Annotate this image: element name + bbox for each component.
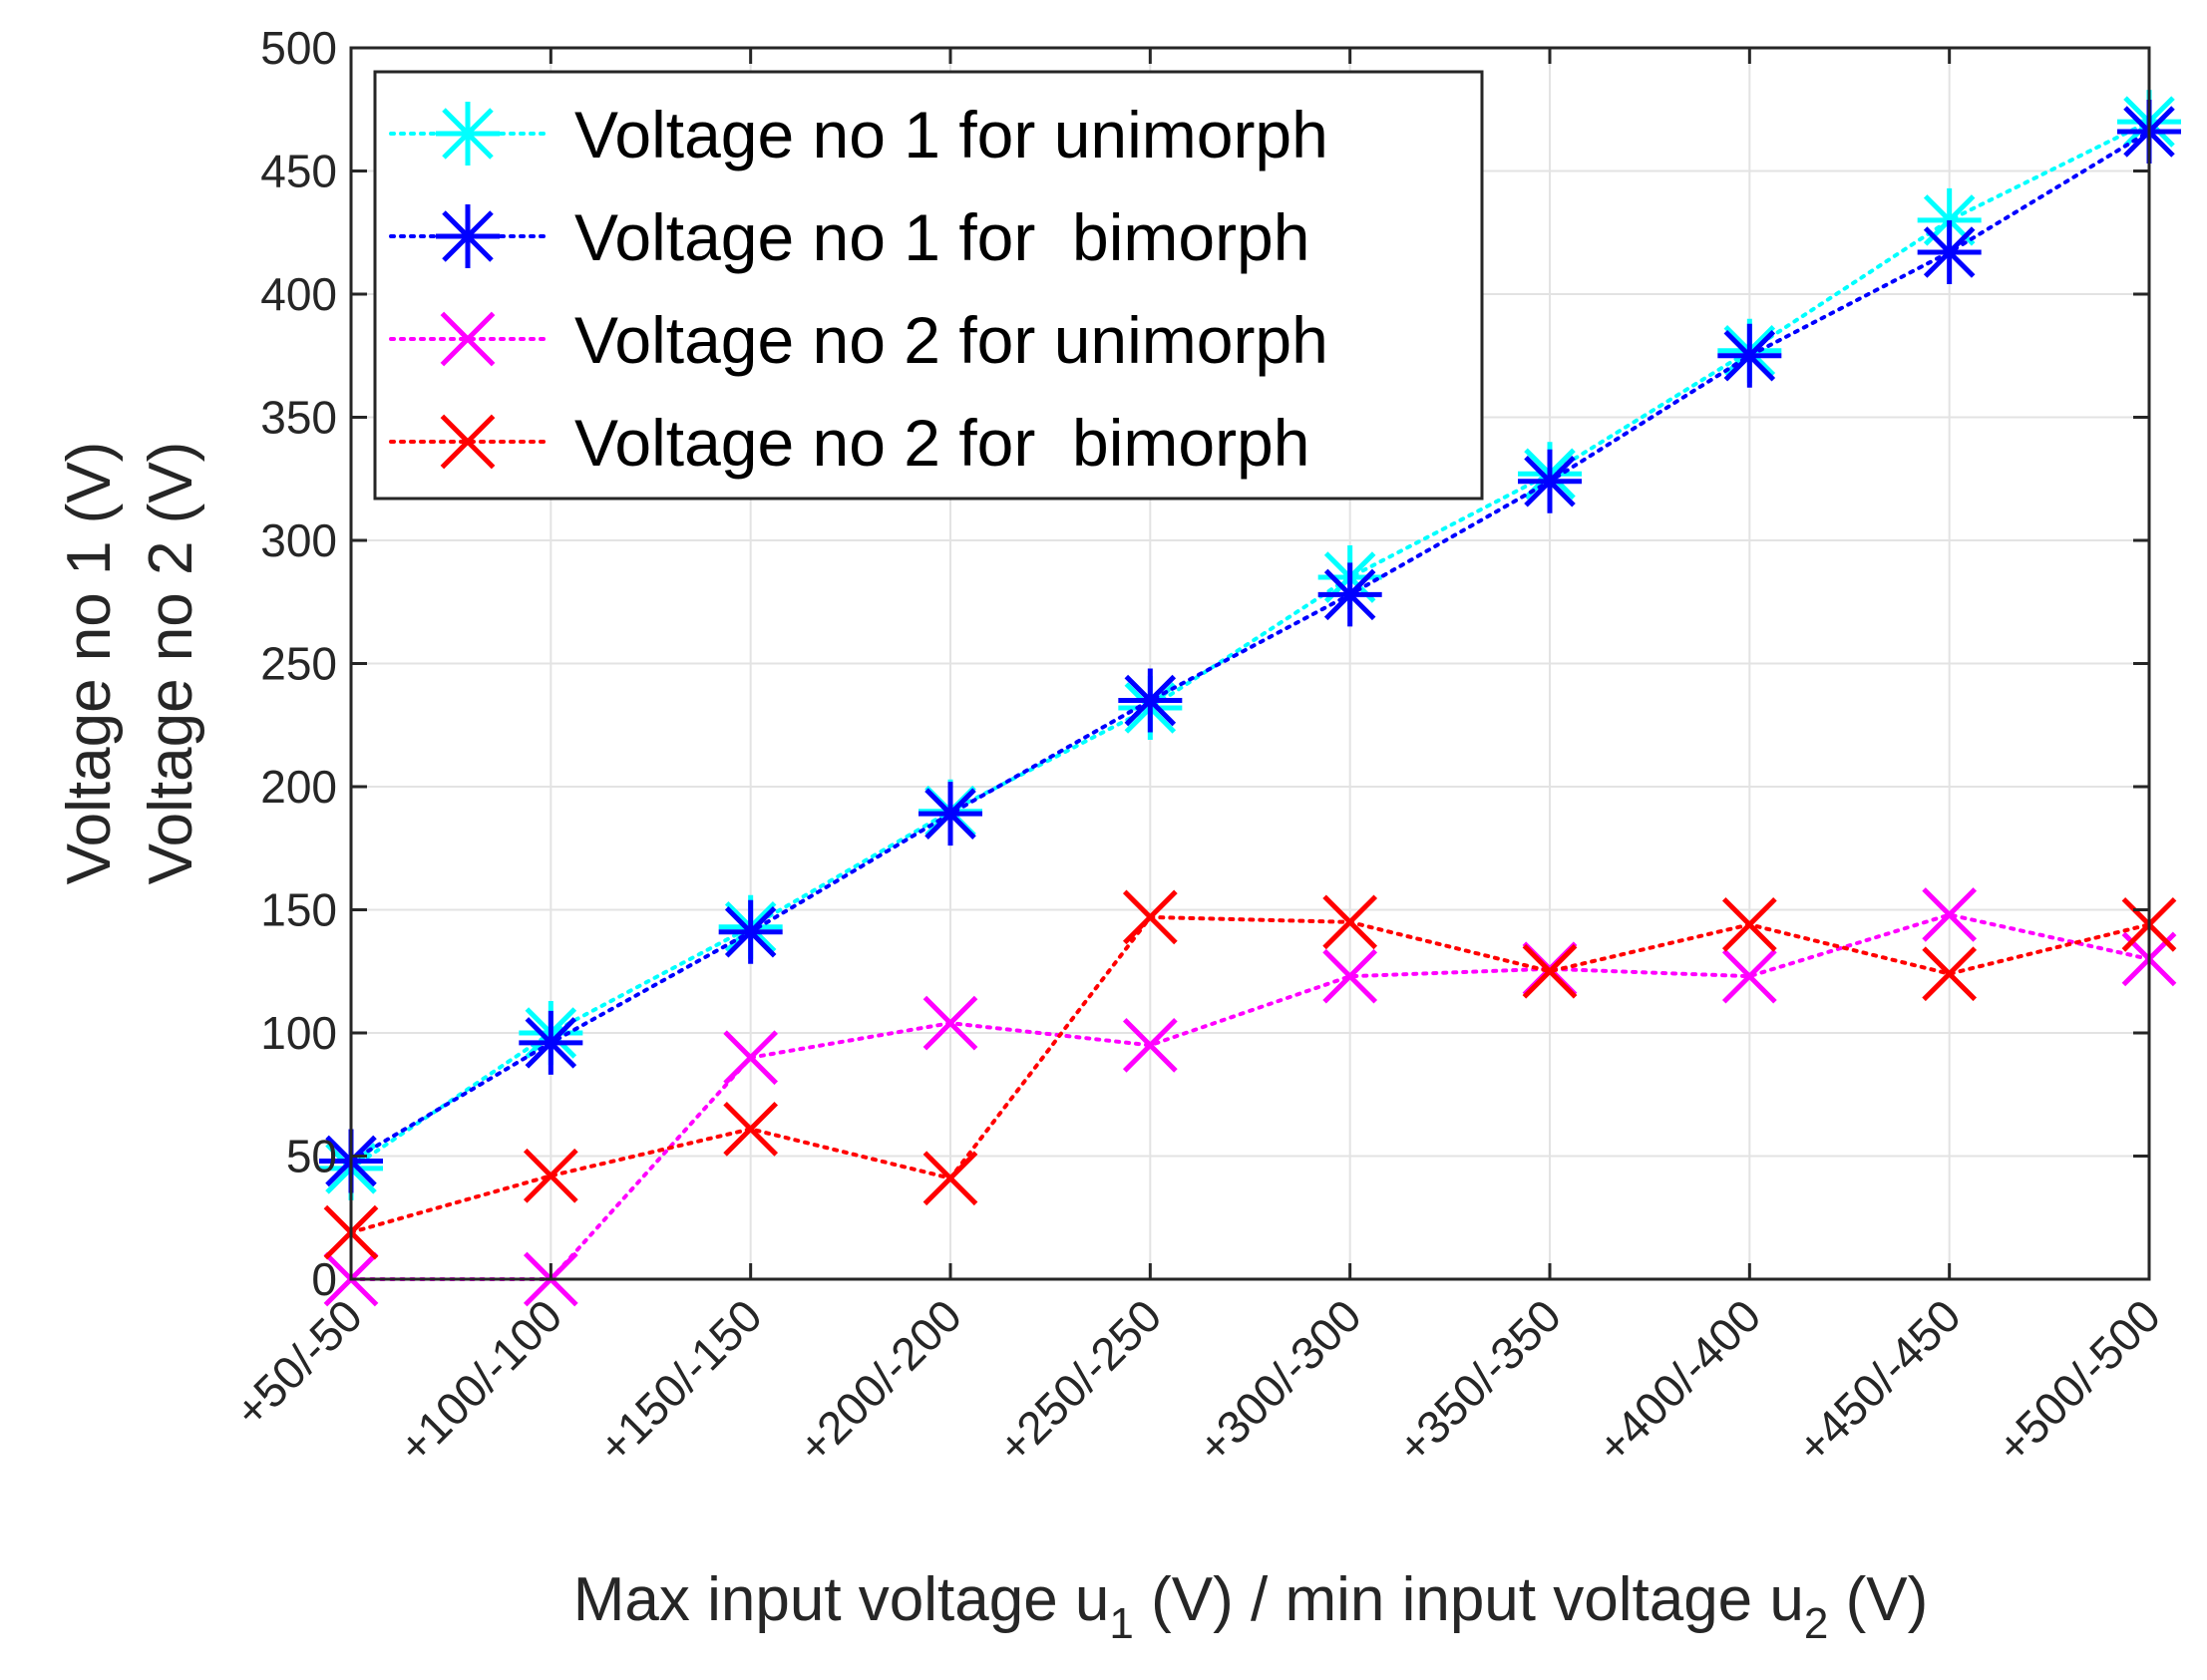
data-point [919,782,982,846]
y-tick-label: 350 [260,392,337,444]
data-point [436,102,500,166]
y-tick-label: 100 [260,1007,337,1059]
data-point [1518,449,1582,513]
x-tick-label: +500/-500 [1987,1289,2170,1473]
legend-label: Voltage no 2 for bimorph [574,406,1309,480]
data-point [1322,894,1378,950]
x-axis-label-subscript: 2 [1804,1599,1828,1648]
x-tick-label: +100/-100 [388,1289,571,1473]
data-point [723,1101,779,1157]
series-line [349,129,2151,1164]
legend-label: Voltage no 2 for unimorph [574,303,1328,377]
x-axis-label-part: (V) [1828,1565,1928,1634]
legend-item: Voltage no 1 for bimorph [389,200,1309,274]
data-point [519,1010,583,1075]
series-line [349,912,2151,1281]
y-tick-label: 50 [286,1131,337,1182]
x-axis-label: Max input voltage u1 (V) / min input vol… [573,1565,1928,1648]
y-tick-label: 250 [260,638,337,690]
y-tick-label: 450 [260,146,337,197]
data-point [1922,887,1978,942]
data-point [1122,889,1178,945]
data-point [922,1151,978,1206]
y-tick-label: 0 [311,1253,337,1305]
data-point [723,1030,779,1086]
legend-label: Voltage no 1 for bimorph [574,200,1309,274]
legend-label: Voltage no 1 for unimorph [574,98,1328,171]
y-tick-label: 200 [260,761,337,813]
data-point [1122,1017,1178,1073]
data-point [440,311,496,367]
legend: Voltage no 1 for unimorph Voltage no 1 fo… [373,70,1484,501]
data-point [1721,948,1777,1004]
y-axis-label-line: Voltage no 1 (V) [55,442,124,885]
x-tick-label: +300/-300 [1188,1289,1371,1473]
data-point [922,995,978,1051]
data-point [436,204,500,268]
legend-item: Voltage no 2 for unimorph [389,303,1328,377]
x-tick-label: +50/-50 [224,1289,372,1437]
data-point [1717,323,1782,388]
data-point [1522,943,1578,999]
x-tick-label: +400/-400 [1587,1289,1770,1473]
x-axis-label-subscript: 1 [1109,1599,1133,1648]
x-tick-label: +450/-450 [1787,1289,1971,1473]
legend-box [373,70,1484,501]
x-tick-label: +200/-200 [788,1289,971,1473]
data-point [1322,948,1378,1004]
series-layer [319,90,2181,1307]
x-axis-label-part: Max input voltage u [573,1565,1110,1634]
series-4 [323,889,2177,1260]
y-tick-label: 150 [260,884,337,936]
data-point [1917,220,1982,285]
y-axis-label-line: Voltage no 2 (V) [137,442,205,885]
y-tick-label: 500 [260,22,337,74]
x-tick-label: +350/-350 [1387,1289,1571,1473]
data-point [718,899,783,964]
data-point [1317,562,1382,627]
data-point [440,414,496,470]
y-tick-label: 400 [260,268,337,320]
x-tick-label: +250/-250 [987,1289,1171,1473]
data-point [1721,896,1777,952]
legend-item: Voltage no 1 for unimorph [389,98,1328,171]
x-axis-label-part: (V) / min input voltage u [1134,1565,1804,1634]
data-point [1922,946,1978,1002]
y-tick-label: 300 [260,514,337,566]
series-line [349,914,2151,1235]
legend-item: Voltage no 2 for bimorph [389,406,1309,480]
x-tick-label: +150/-150 [588,1289,772,1473]
data-point [1118,668,1183,733]
data-point [523,1148,578,1203]
